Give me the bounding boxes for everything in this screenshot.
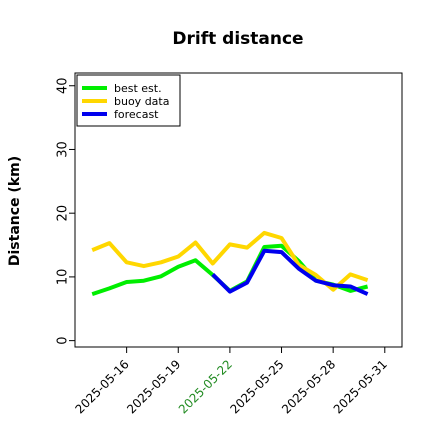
- x-tick-label: 2025-05-16: [73, 357, 132, 416]
- x-tick-label: 2025-05-19: [124, 357, 183, 416]
- y-tick-label: 20: [56, 205, 71, 222]
- y-tick-label: 10: [56, 269, 71, 286]
- y-tick-label: 30: [56, 141, 71, 158]
- y-tick-label: 40: [56, 77, 71, 94]
- x-tick-label: 2025-05-25: [227, 357, 286, 416]
- x-tick-label: 2025-05-28: [279, 357, 338, 416]
- legend-label: forecast: [114, 108, 159, 121]
- series-lines: [91, 230, 369, 296]
- legend-label: buoy data: [114, 95, 169, 108]
- plot-frame: [74, 72, 403, 348]
- series-line-forecast: [211, 248, 369, 296]
- x-axis-ticks: 2025-05-162025-05-192025-05-222025-05-25…: [73, 347, 390, 416]
- y-axis-label: Distance (km): [7, 156, 23, 266]
- x-tick-label: 2025-05-22: [176, 357, 235, 416]
- y-tick-label: 0: [56, 336, 71, 344]
- series-line-best-est: [91, 243, 369, 296]
- legend-label: best est.: [114, 82, 162, 95]
- series-line-buoy-data: [91, 230, 369, 292]
- y-axis-ticks: 0 10 20 30 40: [56, 77, 75, 345]
- chart-title: Drift distance: [172, 29, 303, 49]
- x-tick-label: 2025-05-31: [331, 357, 390, 416]
